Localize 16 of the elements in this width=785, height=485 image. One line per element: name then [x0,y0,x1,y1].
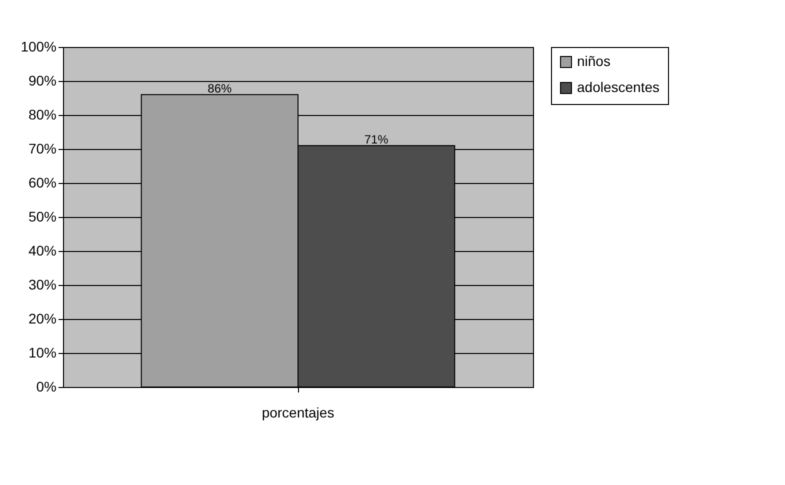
y-tick-label: 50% [28,208,56,224]
y-tick-label: 80% [28,106,56,122]
y-tick-label: 90% [28,72,56,88]
x-tick-label: porcentajes [262,404,334,420]
y-tick-label: 60% [28,174,56,190]
y-tick-label: 30% [28,276,56,292]
y-tick-label: 40% [28,242,56,258]
y-tick-label: 20% [28,310,56,326]
legend-label: adolescentes [577,79,660,95]
y-tick-label: 100% [20,38,56,54]
data-label: 71% [364,132,389,147]
legend-label: niños [577,53,610,69]
y-tick-label: 70% [28,140,56,156]
y-tick-label: 0% [36,378,56,394]
y-tick-label: 10% [28,344,56,360]
data-label: 86% [208,82,232,96]
